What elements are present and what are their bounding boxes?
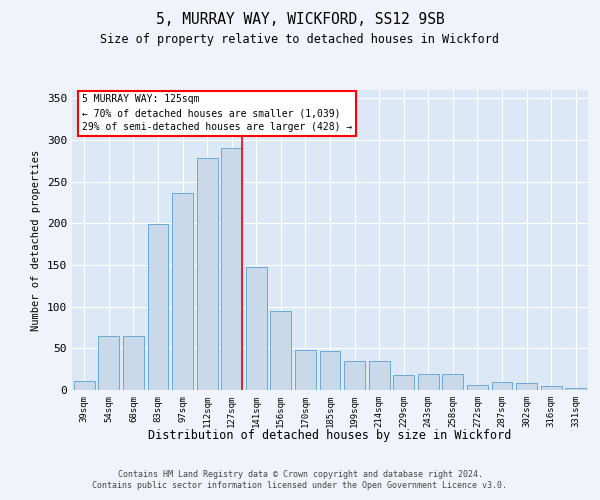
Bar (221, 148, 242, 390)
Bar (320, 351, 340, 390)
Bar (418, 374, 439, 390)
Text: Distribution of detached houses by size in Wickford: Distribution of detached houses by size … (148, 428, 512, 442)
Bar (246, 266, 267, 390)
Text: Size of property relative to detached houses in Wickford: Size of property relative to detached ho… (101, 32, 499, 46)
Text: 5, MURRAY WAY, WICKFORD, SS12 9SB: 5, MURRAY WAY, WICKFORD, SS12 9SB (155, 12, 445, 28)
Bar (123, 336, 144, 390)
Bar (197, 158, 218, 390)
Text: 5 MURRAY WAY: 125sqm
← 70% of detached houses are smaller (1,039)
29% of semi-de: 5 MURRAY WAY: 125sqm ← 70% of detached h… (82, 94, 353, 132)
Bar (491, 382, 512, 390)
Bar (74, 381, 95, 390)
Bar (271, 311, 292, 390)
Bar (467, 385, 488, 390)
Bar (368, 361, 389, 390)
Bar (148, 224, 169, 390)
Bar (516, 382, 537, 390)
Bar (541, 386, 562, 390)
Y-axis label: Number of detached properties: Number of detached properties (31, 150, 41, 330)
Bar (344, 361, 365, 390)
Bar (565, 388, 586, 390)
Bar (98, 336, 119, 390)
Text: Contains HM Land Registry data © Crown copyright and database right 2024.
Contai: Contains HM Land Registry data © Crown c… (92, 470, 508, 490)
Bar (442, 374, 463, 390)
Bar (172, 192, 193, 390)
Bar (295, 350, 316, 390)
Bar (393, 375, 414, 390)
